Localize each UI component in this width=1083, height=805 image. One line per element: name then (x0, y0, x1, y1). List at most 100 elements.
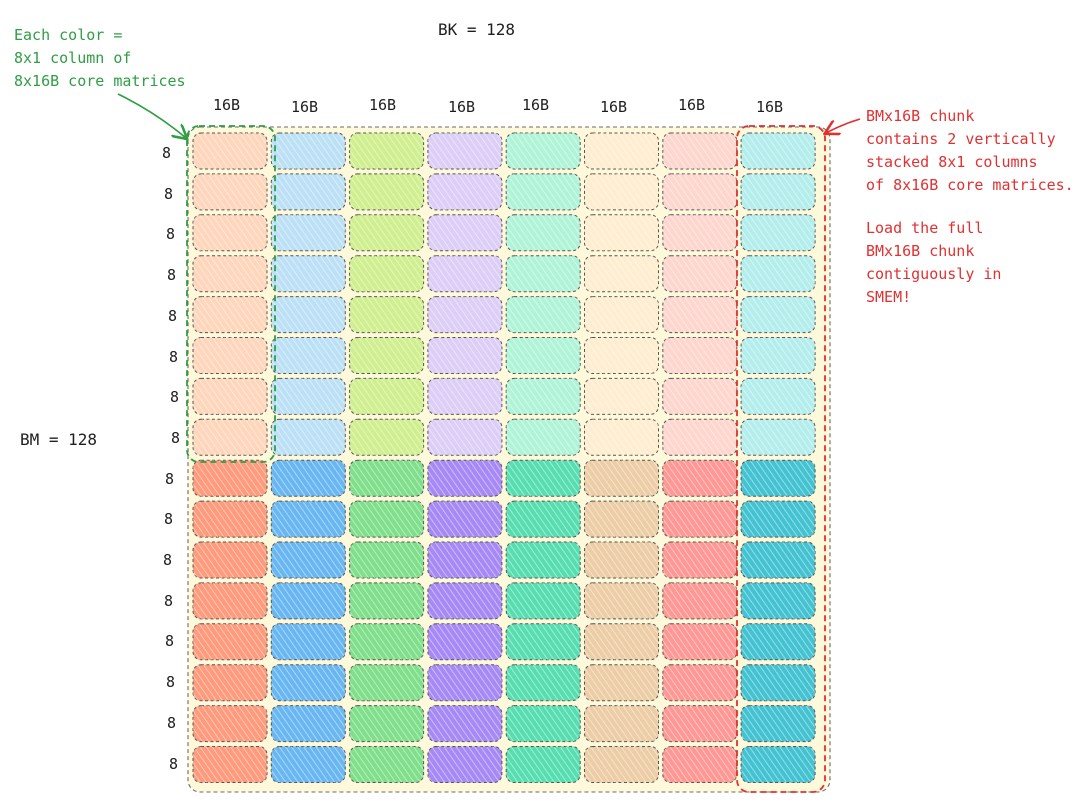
core-matrix-cell (584, 337, 659, 374)
core-matrix-cell (662, 541, 738, 579)
row-label: 8 (164, 185, 174, 203)
core-matrix-cell (192, 337, 268, 374)
core-matrix-cell (505, 173, 581, 211)
bk-label: BK = 128 (438, 20, 516, 39)
core-matrix-cell (270, 337, 346, 374)
core-matrix-cell (270, 459, 346, 497)
core-matrix-cell (740, 418, 816, 456)
core-matrix-cell (662, 623, 738, 661)
core-matrix-cell (662, 582, 738, 620)
core-matrix-cell (505, 418, 581, 456)
green-note: Each color = 8x1 column of 8x16B core ma… (14, 26, 186, 90)
core-matrix-cell (192, 418, 268, 456)
core-matrix-cell (584, 418, 659, 456)
core-matrix-cell (584, 664, 659, 702)
core-matrix-cell (192, 746, 268, 783)
core-matrix-cell (192, 377, 268, 415)
core-matrix-cell (349, 377, 425, 415)
core-matrix-cell (192, 623, 268, 661)
core-matrix-cell (505, 541, 581, 579)
core-matrix-cell (662, 705, 738, 743)
row-label: 8 (169, 755, 179, 773)
core-matrix-cell (740, 337, 816, 374)
core-matrix-cell (740, 746, 816, 783)
core-matrix-cell (270, 173, 346, 211)
core-matrix-cell (740, 664, 816, 702)
core-matrix-cell (584, 582, 659, 620)
core-matrix-cell (584, 705, 659, 743)
core-matrix-cell (349, 664, 425, 702)
red-chunk-highlight (736, 125, 826, 793)
core-matrix-cell (192, 664, 268, 702)
row-label: 8 (166, 673, 176, 691)
core-matrix-cell (427, 214, 503, 252)
core-matrix-cell (662, 173, 738, 211)
core-matrix-cell (662, 746, 738, 783)
core-matrix-cell (427, 337, 503, 374)
core-matrix-cell (427, 296, 503, 334)
core-matrix-cell (270, 664, 346, 702)
row-label: 8 (162, 144, 172, 162)
core-matrix-cell (740, 623, 816, 661)
row-label: 8 (165, 470, 175, 488)
core-matrix-cell (740, 459, 816, 497)
core-matrix-cell (349, 132, 425, 170)
core-matrix-cell (192, 173, 268, 211)
core-matrix-cell (740, 296, 816, 334)
row-label: 8 (164, 510, 174, 528)
core-matrix-cell (584, 255, 659, 293)
core-matrix-cell (505, 214, 581, 252)
core-matrix-cell (584, 459, 659, 497)
core-matrix-cell (505, 746, 581, 783)
row-label: 8 (163, 551, 173, 569)
core-matrix-cell (427, 541, 503, 579)
row-label: 8 (170, 388, 180, 406)
row-label: 8 (167, 714, 177, 732)
core-matrix-cell (349, 705, 425, 743)
core-matrix-cell (662, 337, 738, 374)
core-matrix-cell (505, 623, 581, 661)
core-matrix-cell (427, 255, 503, 293)
column-label: 16B (678, 96, 706, 114)
column-label: 16B (448, 98, 476, 116)
core-matrix-cell (505, 459, 581, 497)
core-matrix-cell (740, 173, 816, 211)
core-matrix-cell (584, 623, 659, 661)
core-matrix-cell (270, 746, 346, 783)
core-matrix-cell (270, 582, 346, 620)
core-matrix-cell (427, 173, 503, 211)
core-matrix-cell (349, 459, 425, 497)
core-matrix-cell (427, 664, 503, 702)
core-matrix-cell (349, 173, 425, 211)
core-matrix-cell (270, 541, 346, 579)
core-matrix-cell (740, 377, 816, 415)
green-column-highlight (186, 125, 276, 463)
core-matrix-cell (740, 705, 816, 743)
core-matrix-cell (349, 582, 425, 620)
core-matrix-cell (505, 500, 581, 538)
core-matrix-cell (427, 746, 503, 783)
core-matrix-cell (740, 255, 816, 293)
core-matrix-cell (192, 500, 268, 538)
core-matrix-cell (427, 623, 503, 661)
core-matrix-cell (740, 582, 816, 620)
core-matrix-cell (505, 132, 581, 170)
core-matrix-cell (192, 296, 268, 334)
core-matrix-cell (427, 132, 503, 170)
core-matrix-cell (662, 255, 738, 293)
row-label: 8 (166, 225, 176, 243)
core-matrix-cell (505, 255, 581, 293)
core-matrix-cell (270, 255, 346, 293)
row-label: 8 (171, 429, 181, 447)
row-label: 8 (169, 348, 179, 366)
core-matrix-cell (584, 173, 659, 211)
core-matrix-cell (740, 214, 816, 252)
core-matrix-cell (192, 459, 268, 497)
core-matrix-cell (192, 541, 268, 579)
core-matrix-cell (192, 132, 268, 170)
column-label: 16B (522, 96, 550, 114)
core-matrix-cell (349, 418, 425, 456)
column-label: 16B (291, 98, 319, 116)
core-matrix-cell (584, 296, 659, 334)
